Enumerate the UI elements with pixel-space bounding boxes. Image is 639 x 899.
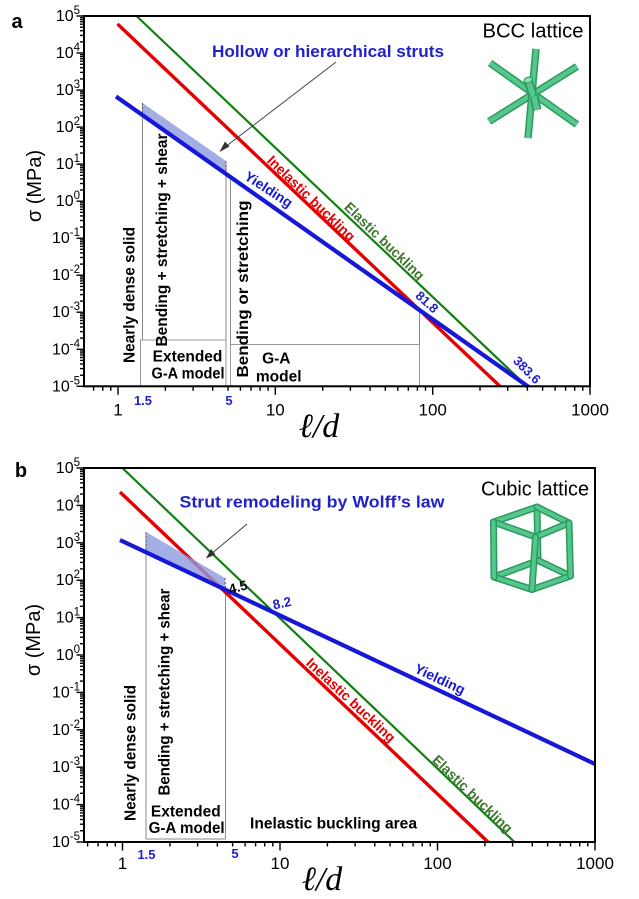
- svg-text:1.5: 1.5: [134, 393, 152, 408]
- svg-text:G-A model: G-A model: [152, 366, 225, 383]
- svg-text:10: 10: [271, 854, 290, 873]
- svg-text:model: model: [256, 369, 302, 386]
- svg-text:Cubic lattice: Cubic lattice: [481, 479, 589, 501]
- svg-text:b: b: [15, 460, 27, 482]
- svg-text:1000: 1000: [576, 854, 614, 873]
- svg-text:ℓ/d: ℓ/d: [299, 408, 341, 445]
- svg-text:Strut remodeling by Wolff’s la: Strut remodeling by Wolff’s law: [180, 493, 446, 512]
- svg-text:σ (MPa): σ (MPa): [23, 604, 45, 676]
- svg-text:1: 1: [113, 401, 122, 420]
- svg-text:Inelastic buckling area: Inelastic buckling area: [250, 816, 417, 833]
- svg-text:Bending or stretching: Bending or stretching: [235, 201, 252, 378]
- svg-text:Bending + stretching + shear: Bending + stretching + shear: [156, 589, 173, 796]
- svg-text:Extended: Extended: [153, 349, 223, 366]
- svg-text:8.2: 8.2: [271, 594, 292, 613]
- svg-text:1.5: 1.5: [137, 847, 155, 862]
- svg-text:a: a: [11, 11, 23, 33]
- svg-text:G-A model: G-A model: [149, 820, 225, 837]
- svg-text:Nearly dense solid: Nearly dense solid: [121, 227, 138, 363]
- svg-text:100: 100: [419, 401, 447, 420]
- svg-text:Nearly dense solid: Nearly dense solid: [122, 685, 139, 821]
- svg-text:BCC lattice: BCC lattice: [483, 21, 584, 43]
- svg-text:G-A: G-A: [262, 351, 290, 368]
- svg-text:1000: 1000: [571, 401, 609, 420]
- svg-text:σ (MPa): σ (MPa): [24, 150, 46, 222]
- svg-text:100: 100: [423, 854, 451, 873]
- svg-text:10: 10: [266, 401, 285, 420]
- svg-text:5: 5: [231, 846, 238, 861]
- svg-text:5: 5: [225, 393, 232, 408]
- svg-text:ℓ/d: ℓ/d: [302, 861, 344, 894]
- svg-text:4.5: 4.5: [227, 577, 249, 596]
- svg-text:Extended: Extended: [151, 804, 221, 821]
- svg-text:Bending + stretching + shear: Bending + stretching + shear: [154, 134, 171, 347]
- svg-text:Hollow or hierarchical struts: Hollow or hierarchical struts: [212, 42, 444, 61]
- svg-text:1: 1: [118, 854, 127, 873]
